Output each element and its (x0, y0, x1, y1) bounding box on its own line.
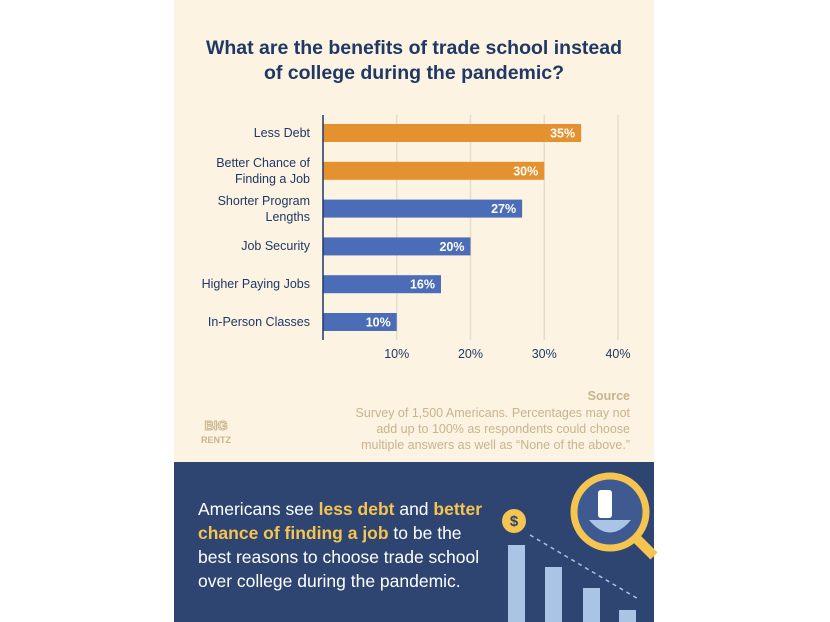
logo-big: BIG (204, 418, 227, 433)
highlight-text: less debt (318, 499, 395, 519)
dollar-icon: $ (510, 513, 519, 530)
x-tick-label: 10% (384, 347, 409, 361)
bar (323, 313, 397, 331)
value-label: 10% (366, 316, 391, 330)
value-label: 16% (410, 278, 435, 292)
y-tick-label: Higher Paying Jobs (201, 277, 310, 292)
y-tick-label: Less Debt (253, 126, 310, 140)
bar (323, 199, 523, 218)
y-tick-label: Better Chance of Finding a Job (216, 155, 310, 186)
value-label: 20% (439, 240, 464, 254)
bottom-panel (174, 462, 654, 622)
x-tick-label: 40% (605, 347, 630, 361)
summary-part: and (394, 499, 434, 519)
y-tick-label: In-Person Classes (207, 315, 310, 329)
highlight-text: better chance of finding a job (198, 499, 483, 543)
value-label: 35% (550, 127, 575, 141)
x-tick-label: 30% (532, 347, 557, 361)
summary-text: Americans see less debt and better chanc… (198, 497, 482, 593)
value-label: 30% (513, 164, 538, 178)
x-tick-label: 20% (458, 347, 483, 361)
value-label: 27% (491, 202, 516, 216)
chart-title: What are the benefits of trade school in… (205, 37, 623, 84)
bar (323, 124, 582, 142)
source-title: Source (587, 389, 630, 403)
decoration (502, 472, 658, 622)
bar (323, 237, 471, 256)
summary-part: Americans see (198, 499, 319, 519)
top-panel (174, 0, 654, 462)
summary-part: to be the best reasons to choose trade s… (198, 523, 480, 591)
logo-rentz: RENTZ (201, 435, 231, 445)
source-note: Survey of 1,500 Americans. Percentages m… (355, 406, 630, 452)
y-tick-label: Shorter Program Lengths (217, 193, 310, 224)
bar (323, 275, 441, 294)
bar (323, 161, 545, 180)
y-tick-label: Job Security (241, 239, 310, 254)
